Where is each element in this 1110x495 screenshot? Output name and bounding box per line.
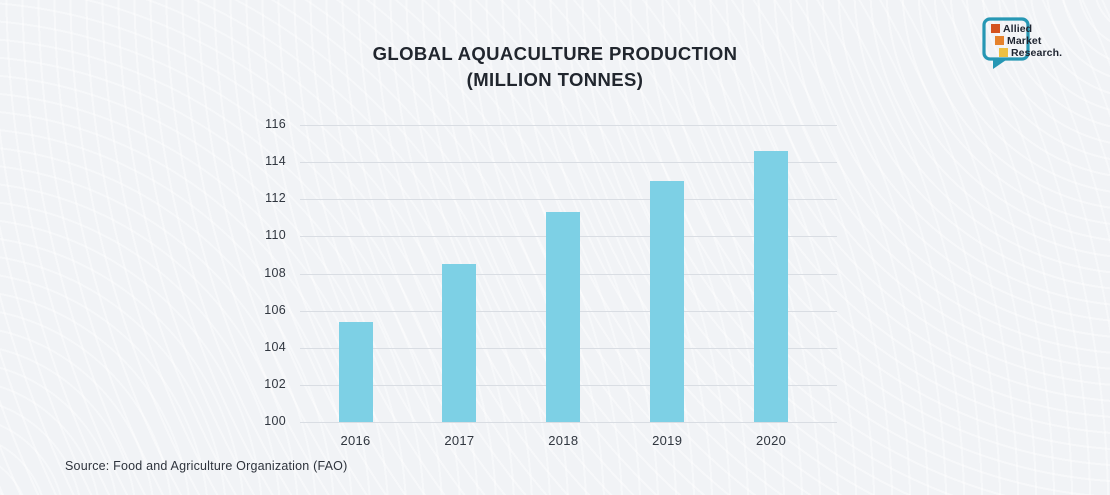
y-tick-116: 116 — [265, 117, 286, 131]
logo-square-2 — [995, 36, 1004, 45]
y-tick-100: 100 — [264, 414, 286, 428]
logo-row-1: Allied — [991, 22, 1033, 35]
x-label-2017: 2017 — [444, 433, 475, 448]
chart-title-line2: (MILLION TONNES) — [466, 68, 644, 90]
x-label-2020: 2020 — [756, 433, 787, 448]
x-label-2019: 2019 — [652, 433, 683, 448]
gridline-112 — [300, 199, 837, 201]
y-tick-112: 112 — [265, 191, 286, 206]
y-tick-114: 114 — [265, 154, 286, 169]
x-label-2018: 2018 — [548, 433, 579, 448]
y-tick-110: 110 — [265, 228, 286, 243]
chart-title-line1: GLOBAL AQUACULTURE PRODUCTION — [372, 43, 738, 64]
bar-2018 — [546, 212, 581, 422]
logo-text-research: Research. — [1011, 46, 1063, 59]
gridline-116 — [300, 125, 837, 126]
source-note: Source: Food and Agriculture Organizatio… — [65, 459, 348, 473]
logo-text-market: Market — [1007, 34, 1042, 47]
bar-2017 — [442, 264, 477, 422]
logo-bubble-tail — [993, 58, 1009, 69]
x-label-2016: 2016 — [340, 433, 371, 448]
bar-2019 — [650, 180, 685, 422]
bar-2020 — [754, 151, 789, 422]
logo-square-1 — [991, 24, 1000, 33]
allied-market-research-logo: Allied Market Research. — [982, 17, 1078, 69]
logo-text-allied: Allied — [1003, 22, 1033, 35]
y-tick-104: 104 — [264, 339, 286, 354]
gridline-100 — [300, 422, 837, 423]
plot-area: 100 102 104 106 108 110 112 114 116 2016 2017 2018 2… — [264, 117, 837, 448]
y-tick-106: 106 — [264, 302, 286, 317]
y-tick-108: 108 — [264, 265, 286, 280]
logo-row-2: Market — [995, 34, 1042, 47]
y-tick-102: 102 — [264, 376, 286, 391]
speech-bubble-icon — [982, 17, 1030, 69]
bar-2016 — [338, 321, 373, 422]
chart-title: GLOBAL AQUACULTURE PRODUCTION (MILLION T… — [0, 41, 1110, 92]
logo-square-3 — [999, 48, 1008, 57]
logo-row-3: Research. — [999, 46, 1063, 59]
gridline-114 — [300, 162, 837, 164]
